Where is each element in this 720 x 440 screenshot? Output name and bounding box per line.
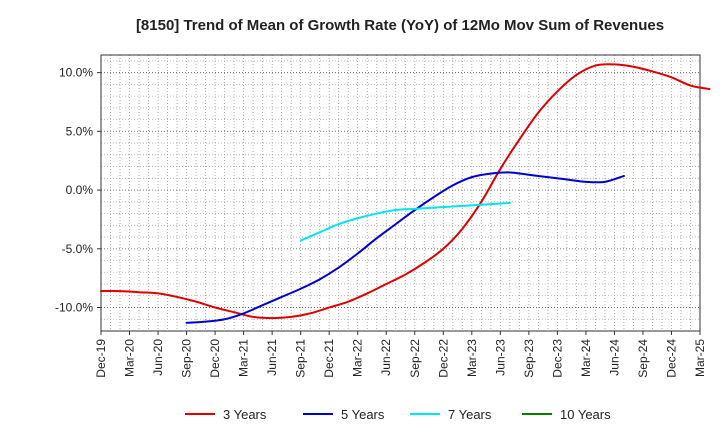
x-tick-label: Jun-21 — [265, 339, 279, 376]
x-tick-label: Mar-20 — [123, 339, 137, 377]
y-tick-label: -10.0% — [55, 301, 93, 315]
y-tick-label: 5.0% — [66, 124, 94, 138]
series-line-5-years — [185, 171, 625, 324]
x-tick-label: Jun-23 — [493, 339, 507, 376]
legend-label-10-years: 10 Years — [560, 407, 611, 422]
x-tick-label: Mar-23 — [465, 339, 479, 377]
x-tick-label: Mar-22 — [351, 339, 365, 377]
y-tick-label: 10.0% — [59, 66, 93, 80]
axes: -10.0% -5.0% 0.0% 5.0% 10.0% Dec-19 Mar-20 Jun-… — [55, 54, 707, 378]
x-tick-label: Sep-23 — [522, 339, 536, 378]
plot-frame — [100, 54, 701, 332]
x-tick-label: Sep-24 — [636, 339, 650, 378]
legend-label-7-years: 7 Years — [448, 407, 492, 422]
series-line-7-years — [299, 201, 511, 242]
x-tick-label: Dec-22 — [436, 339, 450, 378]
series-line-3-years — [100, 63, 711, 320]
legend-label-5-years: 5 Years — [341, 407, 385, 422]
legend-label-3-years: 3 Years — [223, 407, 267, 422]
x-tick-label: Dec-20 — [208, 339, 222, 378]
series-lines — [100, 63, 711, 324]
x-tick-label: Mar-21 — [237, 339, 251, 377]
x-tick-label: Jun-24 — [607, 339, 621, 376]
x-tick-label: Sep-20 — [180, 339, 194, 378]
x-tick-label: Dec-24 — [664, 339, 678, 378]
chart-title: [8150] Trend of Mean of Growth Rate (YoY… — [136, 17, 664, 34]
x-tick-label: Dec-21 — [322, 339, 336, 378]
x-tick-label: Jun-22 — [379, 339, 393, 376]
x-tick-label: Mar-25 — [693, 339, 707, 377]
y-tick-label: -5.0% — [62, 242, 94, 256]
x-tick-label: Mar-24 — [579, 339, 593, 377]
x-tick-label: Dec-19 — [94, 339, 108, 378]
legend: 3 Years 5 Years 7 Years 10 Years — [185, 407, 611, 422]
x-tick-label: Sep-22 — [408, 339, 422, 378]
x-tick-label: Jun-20 — [151, 339, 165, 376]
y-tick-label: 0.0% — [66, 183, 94, 197]
x-tick-label: Dec-23 — [550, 339, 564, 378]
x-tick-label: Sep-21 — [294, 339, 308, 378]
grid — [100, 55, 701, 332]
